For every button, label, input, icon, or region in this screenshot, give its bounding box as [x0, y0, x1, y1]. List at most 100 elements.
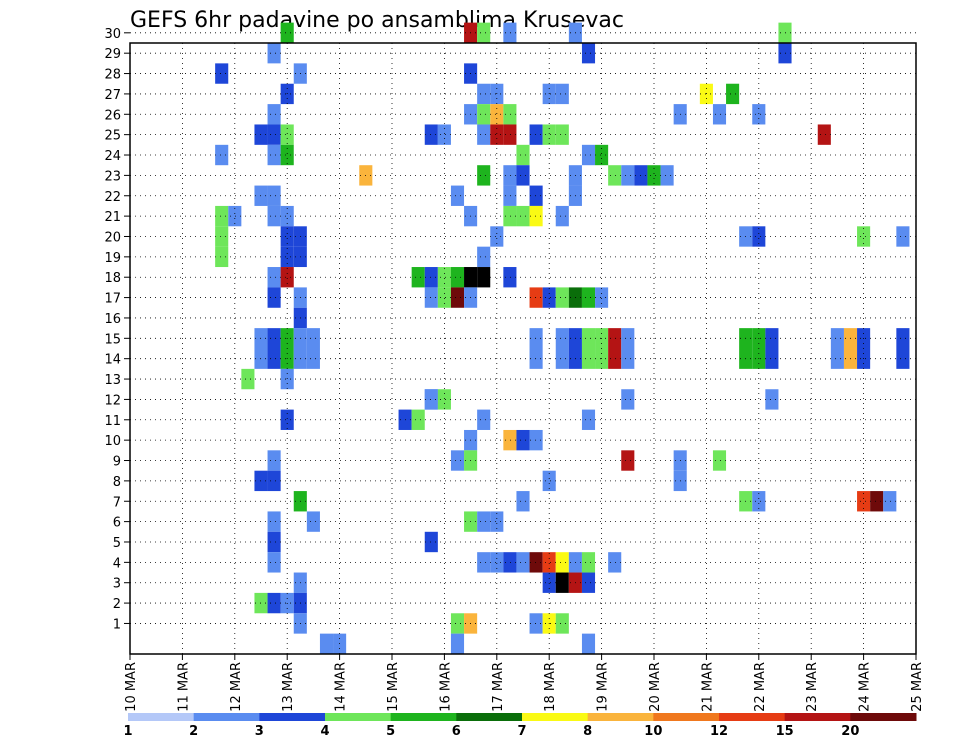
- heatmap-cell: [306, 328, 320, 349]
- heatmap-cell: [267, 348, 281, 369]
- x-tick-label: 10 MAR: [124, 662, 139, 712]
- y-tick-label: 4: [113, 556, 121, 571]
- y-tick-label: 23: [104, 169, 121, 184]
- heatmap-cell: [477, 552, 491, 573]
- heatmap-cell: [424, 124, 438, 145]
- heatmap-cell: [595, 144, 609, 166]
- heatmap-cell: [267, 267, 281, 288]
- heatmap-cell: [503, 429, 517, 451]
- heatmap-cell: [555, 613, 569, 634]
- heatmap-cell: [228, 205, 242, 227]
- heatmap-cell: [529, 185, 543, 206]
- heatmap-cell: [857, 226, 871, 247]
- heatmap-cell: [516, 429, 530, 451]
- y-tick-label: 2: [113, 597, 121, 612]
- heatmap-cell: [503, 124, 517, 145]
- heatmap-cell: [503, 165, 517, 186]
- heatmap-cell: [555, 83, 569, 105]
- y-tick-label: 27: [104, 88, 121, 103]
- heatmap-cell: [726, 83, 740, 105]
- heatmap-cell: [267, 287, 281, 308]
- colorbar-label: 6: [452, 724, 461, 739]
- heatmap-cell: [424, 531, 438, 553]
- heatmap-cell: [529, 287, 543, 308]
- heatmap-cell: [608, 165, 622, 186]
- colorbar-segment: [522, 713, 589, 721]
- y-tick-label: 26: [104, 108, 121, 123]
- heatmap-cell: [542, 124, 556, 145]
- heatmap-cell: [883, 491, 897, 512]
- colorbar-label: 8: [583, 724, 592, 739]
- heatmap-cell: [267, 144, 281, 166]
- colorbar-segment: [587, 713, 654, 721]
- heatmap-cell: [752, 491, 766, 512]
- x-tick-label: 19 MAR: [596, 662, 611, 712]
- heatmap-cell: [267, 104, 281, 125]
- heatmap-cell: [581, 572, 596, 593]
- heatmap-cell: [529, 205, 543, 227]
- heatmap-cell: [752, 226, 766, 247]
- heatmap-cell: [490, 511, 504, 532]
- y-tick-label: 30: [104, 27, 121, 42]
- heatmap-cell: [830, 328, 844, 349]
- y-tick-label: 28: [104, 68, 121, 83]
- heatmap-cell: [621, 450, 635, 471]
- heatmap-cell: [450, 267, 465, 288]
- colorbar-label: 7: [517, 724, 526, 739]
- heatmap-cell: [516, 491, 530, 512]
- colorbar-segment: [390, 713, 457, 721]
- heatmap-cell: [621, 348, 635, 369]
- heatmap-cell: [581, 633, 596, 654]
- heatmap-cell: [555, 205, 569, 227]
- y-tick-label: 8: [113, 475, 121, 490]
- heatmap-cell: [424, 389, 438, 410]
- y-tick-label: 16: [104, 312, 121, 327]
- y-tick-label: 13: [104, 373, 121, 388]
- heatmap-cell: [280, 205, 294, 227]
- heatmap-cell: [319, 633, 334, 654]
- heatmap-cell: [647, 165, 661, 186]
- colorbar-segment: [784, 713, 851, 721]
- heatmap-cell: [267, 511, 281, 532]
- heatmap-cell: [581, 287, 596, 308]
- heatmap-cell: [896, 226, 910, 247]
- y-tick-label: 11: [104, 414, 121, 429]
- x-tick-label: 11 MAR: [176, 662, 191, 712]
- heatmap-cell: [215, 205, 229, 227]
- heatmap-cell: [437, 124, 451, 145]
- heatmap-cell: [516, 552, 530, 573]
- heatmap-cell: [267, 531, 281, 553]
- heatmap-cell: [267, 185, 281, 206]
- colorbar-label: 4: [320, 724, 329, 739]
- heatmap-cell: [490, 124, 504, 145]
- y-tick-label: 24: [104, 149, 121, 164]
- heatmap-cell: [555, 287, 569, 308]
- heatmap-cell: [280, 22, 294, 43]
- heatmap-cell: [424, 287, 438, 308]
- heatmap-cell: [621, 389, 635, 410]
- x-tick-label: 20 MAR: [648, 662, 663, 712]
- heatmap-cell: [542, 470, 556, 492]
- heatmap-cell: [581, 348, 596, 369]
- heatmap-cell: [555, 572, 569, 593]
- y-tick-label: 21: [104, 210, 121, 225]
- y-tick-label: 5: [113, 536, 121, 551]
- y-tick-label: 22: [104, 190, 121, 205]
- heatmap-cell: [280, 144, 294, 166]
- colorbar-segment: [325, 713, 392, 721]
- heatmap-cell: [503, 22, 517, 43]
- y-tick-label: 7: [113, 495, 121, 510]
- heatmap-cell: [752, 104, 766, 125]
- heatmap-cell: [608, 348, 622, 369]
- heatmap-cell: [306, 348, 320, 369]
- x-tick-label: 22 MAR: [753, 662, 768, 712]
- heatmap-cell: [503, 104, 517, 125]
- heatmap-cell: [477, 83, 491, 105]
- heatmap-cell: [608, 552, 622, 573]
- heatmap-cell: [477, 409, 491, 430]
- x-tick-label: 15 MAR: [386, 662, 401, 712]
- heatmap-cell: [542, 552, 556, 573]
- y-tick-label: 3: [113, 577, 121, 592]
- heatmap-cell: [660, 165, 674, 186]
- heatmap-cell: [817, 124, 831, 145]
